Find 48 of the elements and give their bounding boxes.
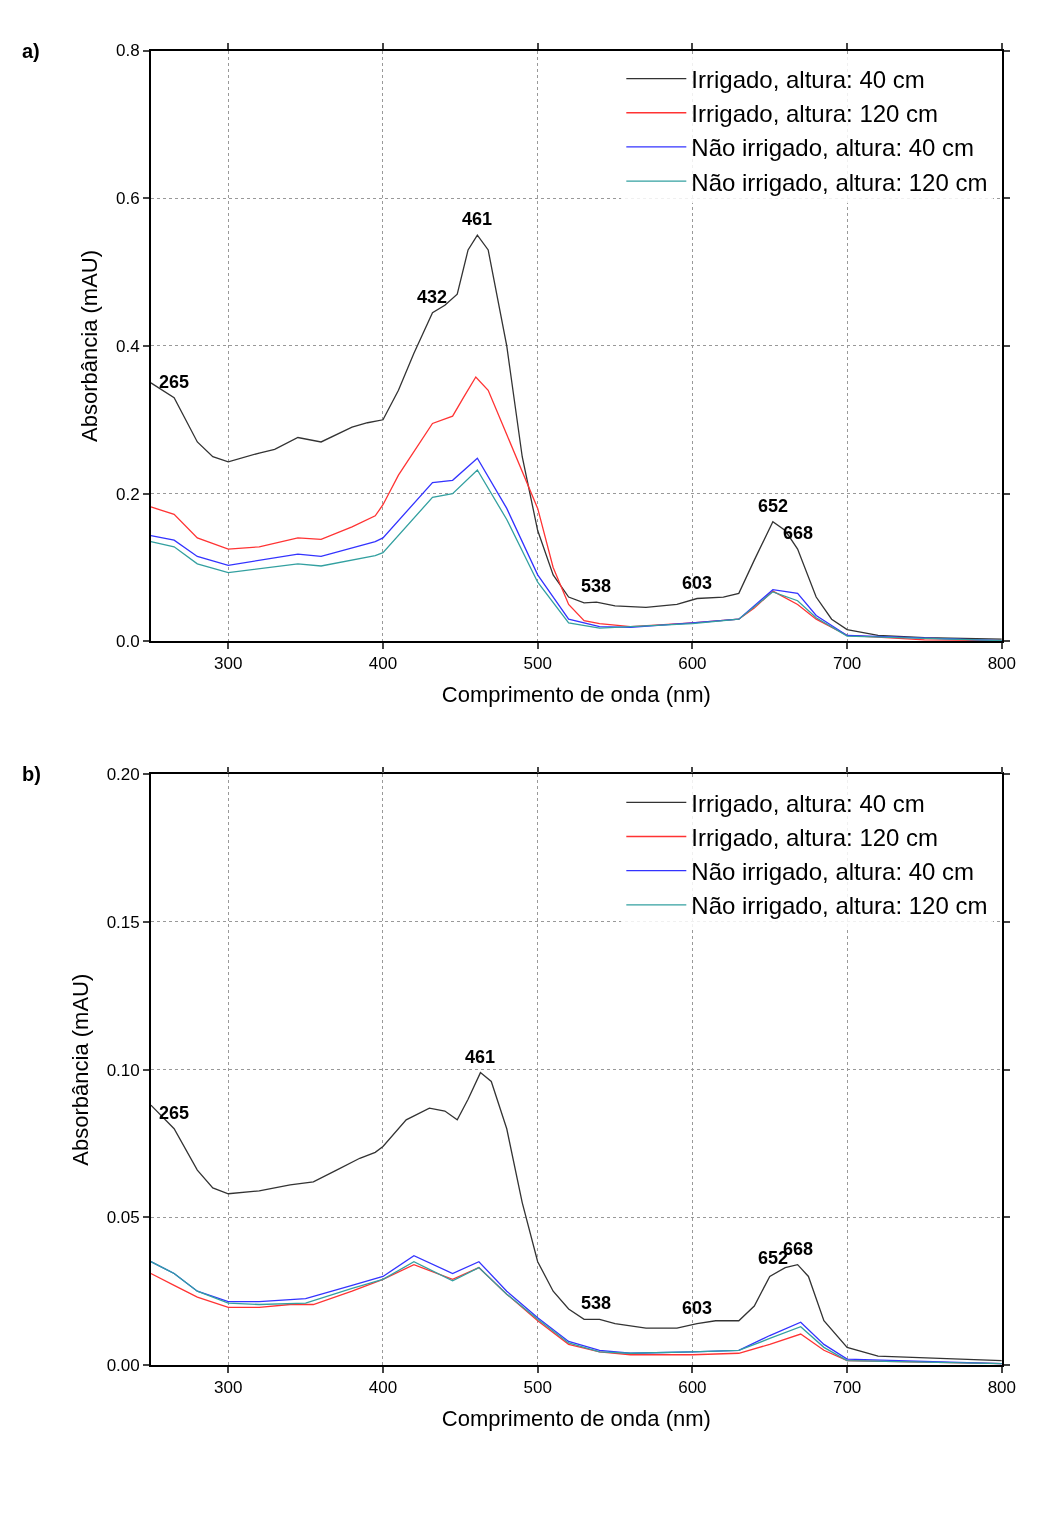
y-tick-label: 0.20: [106, 765, 140, 785]
legend-label: Irrigado, altura: 120 cm: [691, 100, 939, 128]
annotation: 461: [465, 1047, 496, 1067]
annotation: 538: [581, 1293, 612, 1313]
x-axis-title: Comprimento de onda (nm): [441, 681, 711, 707]
annotation: 538: [581, 576, 612, 596]
annotation: 265: [159, 372, 190, 392]
legend-label: Não irrigado, altura: 120 cm: [691, 892, 988, 920]
annotation: 461: [462, 209, 493, 229]
x-tick-label: 400: [368, 654, 398, 674]
y-tick-label: 0.00: [106, 1356, 140, 1376]
y-tick-label: 0.15: [106, 912, 140, 932]
y-tick-label: 0.6: [116, 189, 140, 209]
x-axis-title: Comprimento de onda (nm): [441, 1405, 711, 1431]
y-tick-label: 0.10: [106, 1060, 140, 1080]
y-axis-title: Absorbância (mAU): [67, 973, 93, 1166]
x-tick-label: 600: [678, 654, 707, 674]
x-tick-label: 700: [832, 1378, 862, 1398]
annotation: 432: [417, 287, 448, 307]
line-series: [150, 1071, 1002, 1362]
x-tick-label: 500: [523, 1378, 552, 1398]
annotation: 265: [159, 1103, 190, 1123]
y-tick-label: 0.8: [116, 41, 140, 61]
x-tick-label: 700: [832, 654, 862, 674]
y-tick-label: 0.2: [116, 484, 140, 504]
chart-title: a): [22, 40, 40, 62]
x-tick-label: 300: [214, 1378, 243, 1398]
y-axis-title: Absorbância (mAU): [77, 249, 103, 442]
legend-label: Não irrigado, altura: 120 cm: [691, 168, 988, 196]
legend-label: Não irrigado, altura: 40 cm: [691, 134, 975, 162]
x-tick-label: 500: [523, 654, 552, 674]
x-tick-label: 300: [214, 654, 243, 674]
annotation: 652: [758, 496, 789, 516]
legend-label: Irrigado, altura: 40 cm: [691, 65, 925, 93]
x-tick-label: 600: [678, 1378, 707, 1398]
y-tick-label: 0.0: [116, 632, 140, 652]
legend-label: Irrigado, altura: 40 cm: [691, 789, 925, 817]
legend-label: Não irrigado, altura: 40 cm: [691, 858, 975, 886]
x-tick-label: 800: [987, 1378, 1017, 1398]
annotation: 603: [682, 573, 713, 593]
annotation: 603: [682, 1298, 713, 1318]
y-tick-label: 0.4: [116, 336, 140, 356]
legend-label: Irrigado, altura: 120 cm: [691, 823, 939, 851]
chart-title: b): [22, 763, 41, 785]
line-series: [150, 234, 1002, 640]
x-tick-label: 400: [368, 1378, 398, 1398]
y-tick-label: 0.05: [106, 1208, 140, 1228]
x-tick-label: 800: [987, 654, 1017, 674]
